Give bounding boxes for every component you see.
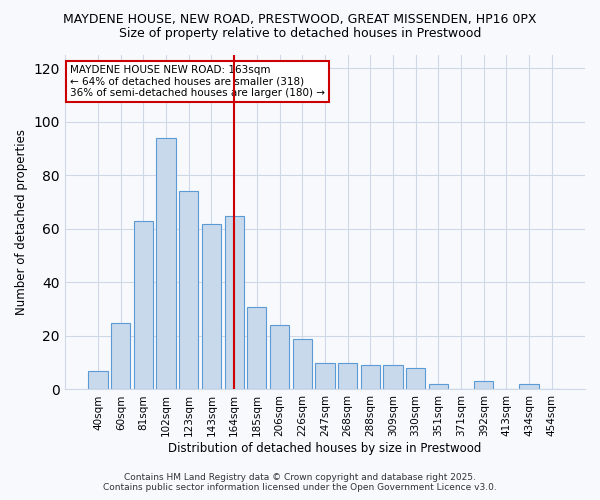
Text: Size of property relative to detached houses in Prestwood: Size of property relative to detached ho…: [119, 28, 481, 40]
Bar: [474, 382, 493, 390]
Text: MAYDENE HOUSE, NEW ROAD, PRESTWOOD, GREAT MISSENDEN, HP16 0PX: MAYDENE HOUSE, NEW ROAD, PRESTWOOD, GREA…: [63, 12, 537, 26]
Bar: [315, 362, 335, 390]
Bar: [202, 224, 221, 390]
Bar: [293, 338, 312, 390]
Bar: [157, 138, 176, 390]
Bar: [111, 322, 130, 390]
Bar: [361, 366, 380, 390]
Text: MAYDENE HOUSE NEW ROAD: 163sqm
← 64% of detached houses are smaller (318)
36% of: MAYDENE HOUSE NEW ROAD: 163sqm ← 64% of …: [70, 65, 325, 98]
Bar: [383, 366, 403, 390]
Bar: [520, 384, 539, 390]
Text: Contains HM Land Registry data © Crown copyright and database right 2025.
Contai: Contains HM Land Registry data © Crown c…: [103, 473, 497, 492]
Bar: [338, 362, 357, 390]
Bar: [247, 306, 266, 390]
Bar: [428, 384, 448, 390]
Bar: [406, 368, 425, 390]
X-axis label: Distribution of detached houses by size in Prestwood: Distribution of detached houses by size …: [168, 442, 482, 455]
Bar: [224, 216, 244, 390]
Bar: [270, 325, 289, 390]
Bar: [179, 192, 199, 390]
Y-axis label: Number of detached properties: Number of detached properties: [15, 129, 28, 315]
Bar: [88, 370, 108, 390]
Bar: [134, 221, 153, 390]
